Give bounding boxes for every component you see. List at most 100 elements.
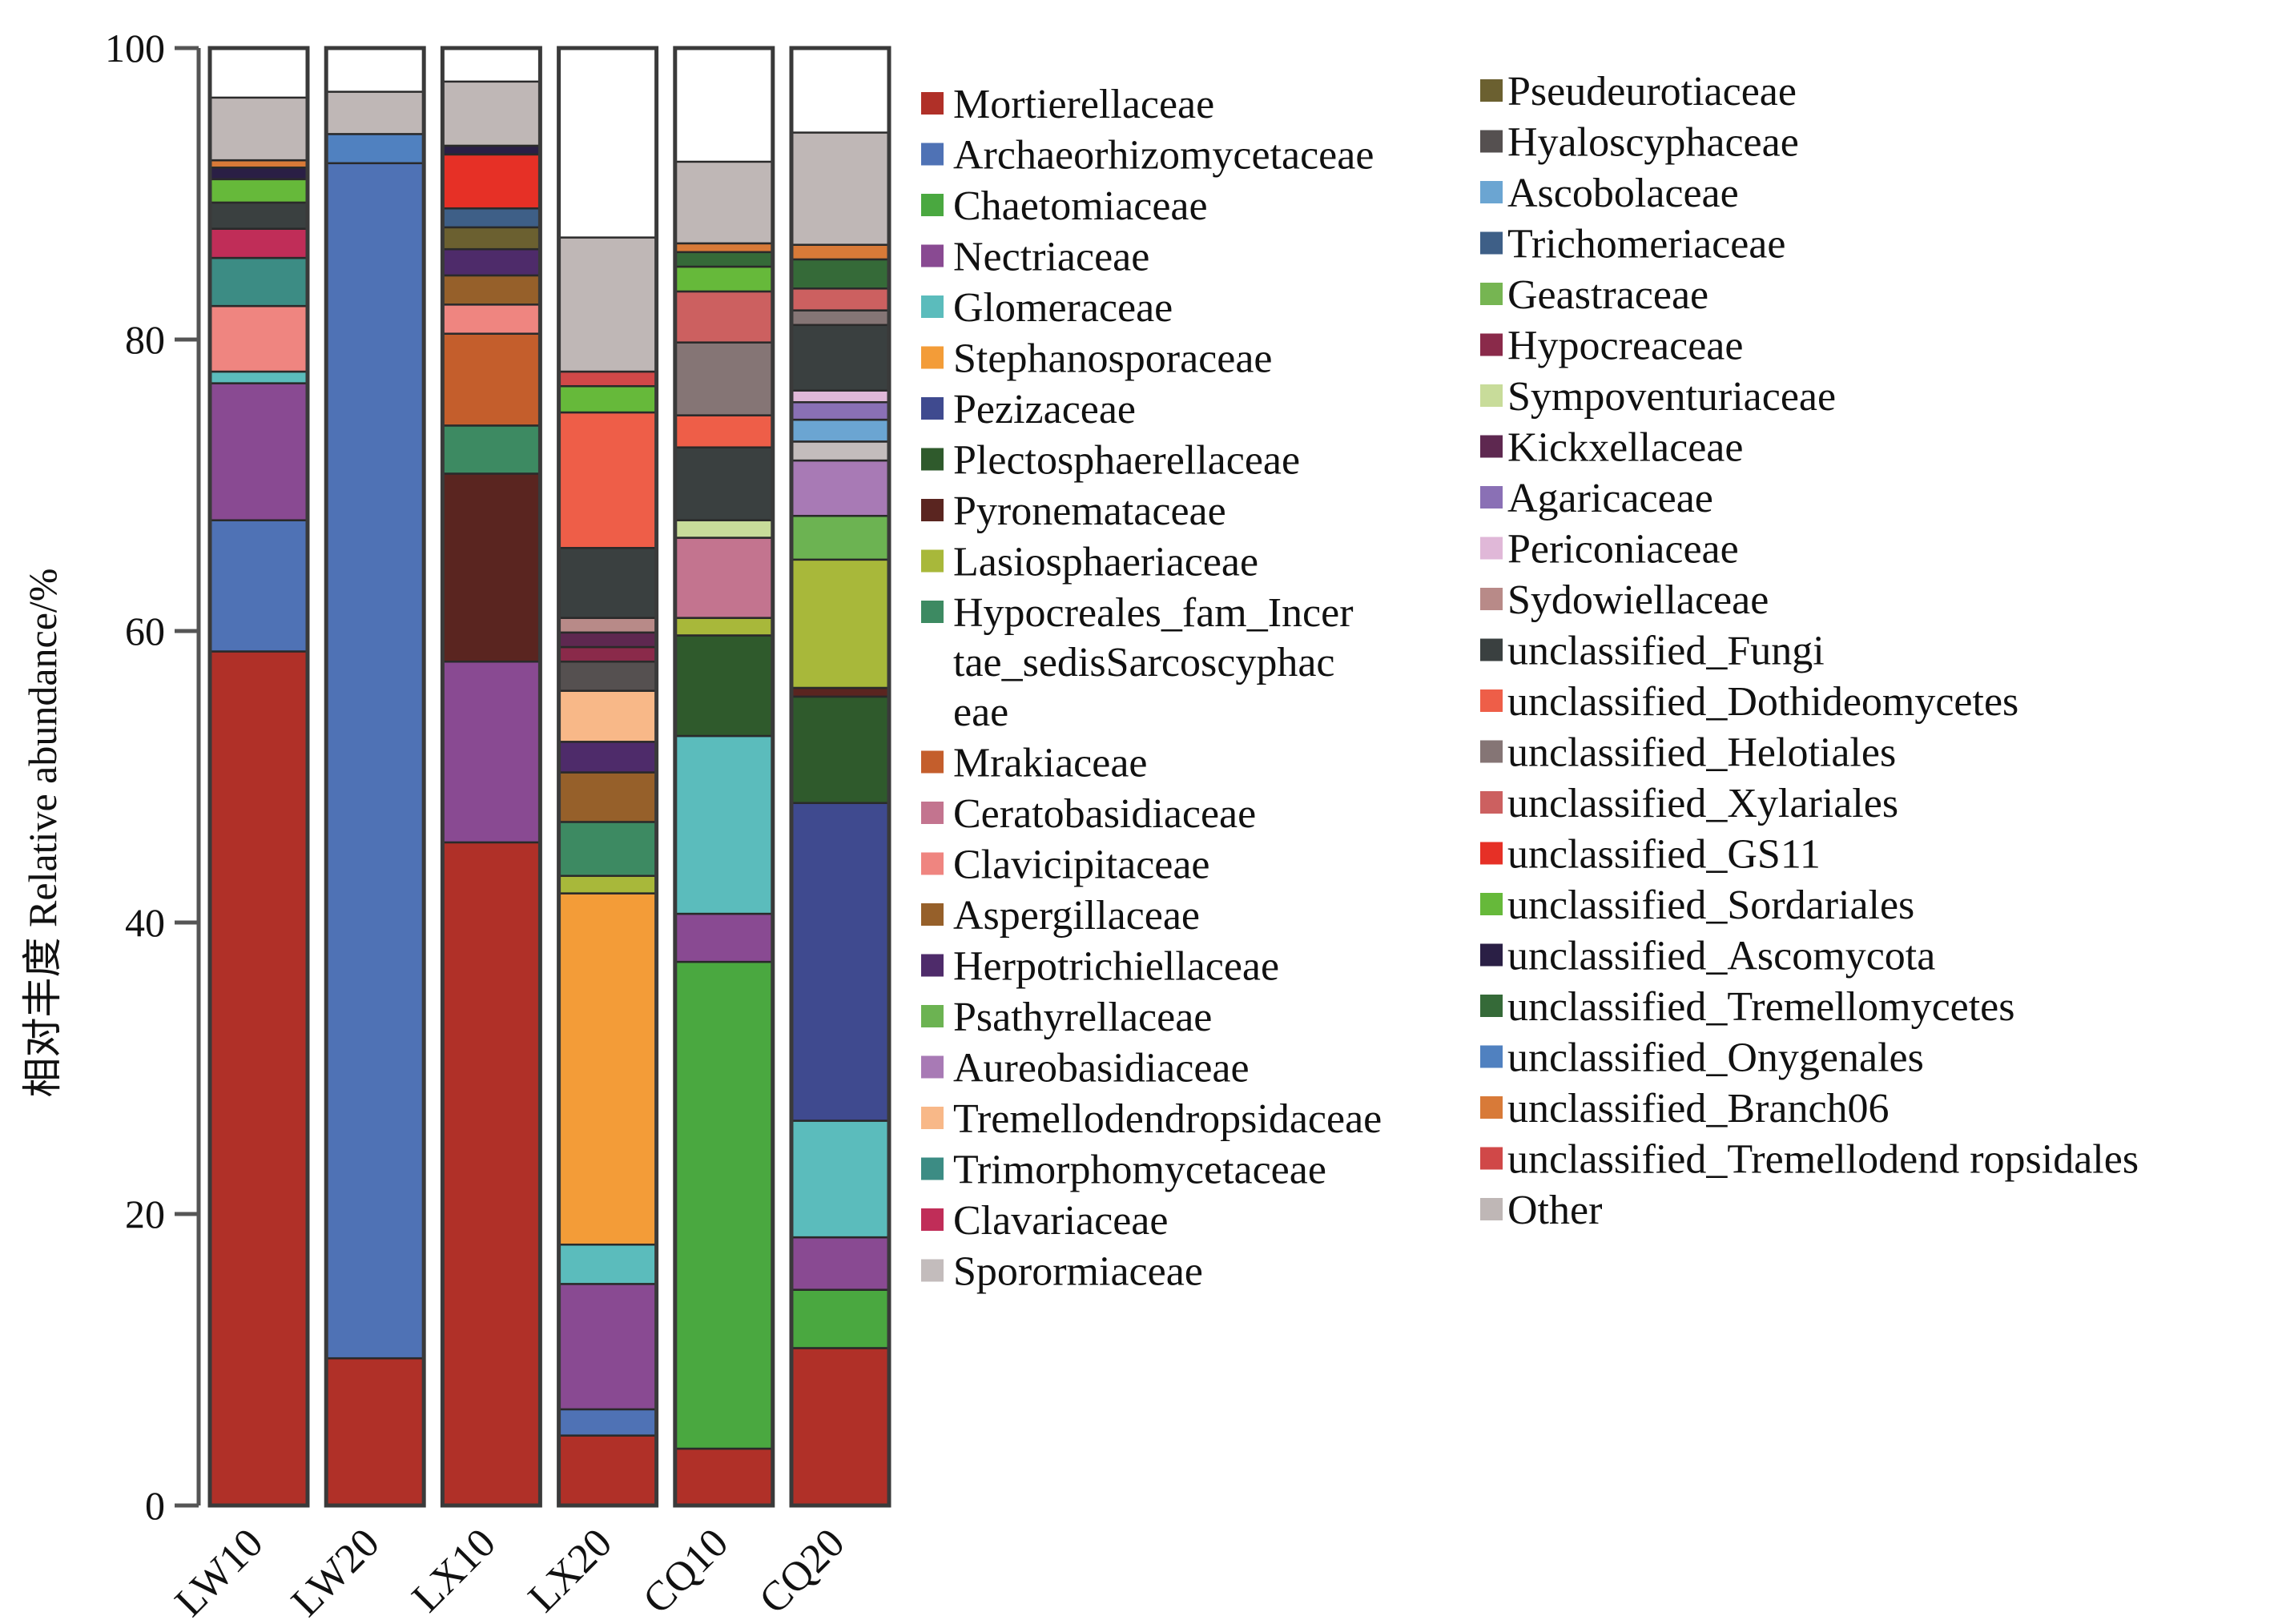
legend-swatch <box>921 92 944 115</box>
legend-item: Mrakiaceae <box>921 741 1147 786</box>
legend-swatch <box>1480 1096 1503 1119</box>
x-tick-label: LX20 <box>520 1520 621 1621</box>
legend-label: Ceratobasidiaceae <box>953 791 1256 837</box>
bar-segment <box>557 645 658 663</box>
legend-label: Ascobolaceae <box>1507 171 1739 216</box>
legend-swatch <box>921 1157 944 1180</box>
legend-swatch <box>921 244 944 267</box>
y-tick-label: 0 <box>145 1483 165 1528</box>
legend-label: Hyaloscyphaceae <box>1507 120 1799 166</box>
bar-segment <box>674 912 775 963</box>
legend-item: Chaetomiaceae <box>921 183 1208 229</box>
bar-segment <box>557 631 658 649</box>
legend-label: unclassified_Ascomycota <box>1507 934 1935 979</box>
legend-label: Aspergillaceae <box>953 893 1200 939</box>
bar-stack-cq10 <box>673 46 775 1508</box>
bar-segment <box>790 695 891 805</box>
legend-swatch <box>921 295 944 318</box>
legend-swatch <box>1480 740 1503 763</box>
bar-segment <box>790 1347 891 1507</box>
legend-label: Kickxellaceae <box>1507 425 1743 471</box>
bar-segment <box>557 1408 658 1437</box>
legend-label: unclassified_Onygenales <box>1507 1035 1924 1081</box>
legend-item: Clavicipitaceae <box>921 842 1209 888</box>
legend-label: Tremellodendropsidaceae <box>953 1096 1382 1142</box>
bar-segment <box>557 1243 658 1285</box>
legend-label: Trichomeriaceae <box>1507 222 1785 267</box>
legend-item: Agaricaceae <box>1480 476 1713 521</box>
bar-outline <box>207 46 310 1508</box>
legend-item: Hypocreaceae <box>1480 324 1743 369</box>
legend-swatch <box>1480 79 1503 102</box>
legend-label: Archaeorhizomycetaceae <box>953 133 1374 179</box>
legend-item: Sporormiaceae <box>921 1249 1203 1295</box>
bar-segment <box>790 1288 891 1349</box>
legend-label: Nectriaceae <box>953 235 1149 280</box>
bar-segment <box>674 290 775 344</box>
bar-stack-lx20 <box>557 46 659 1508</box>
bar-segment <box>557 892 658 1246</box>
legend-label: unclassified_Dothideomycetes <box>1507 679 2018 725</box>
legend-swatch <box>921 601 944 623</box>
legend-label: eae <box>953 689 1008 735</box>
bar-segment <box>557 689 658 743</box>
legend-label: Hypocreales_fam_Incer <box>953 590 1354 636</box>
legend-swatch <box>1480 384 1503 407</box>
legend-item: unclassified_Ascomycota <box>1480 934 1935 979</box>
legend-item: Kickxellaceae <box>1480 425 1743 471</box>
y-tick-label: 40 <box>125 900 165 945</box>
legend-label: Sporormiaceae <box>953 1249 1203 1295</box>
legend-item: Trichomeriaceae <box>1480 222 1785 267</box>
legend-swatch <box>921 1055 944 1079</box>
legend-swatch <box>921 549 944 573</box>
y-axis: 0 20 40 60 80 100 <box>105 26 201 1528</box>
legend-item: unclassified_Tremellomycetes <box>1480 984 2015 1030</box>
bar-segment <box>557 547 658 619</box>
bar-segment <box>557 617 658 634</box>
legend-item: Mortierellaceae <box>921 82 1214 127</box>
legend-swatch <box>921 143 944 166</box>
bar-segment <box>557 660 658 692</box>
x-tick-label: LW20 <box>283 1520 388 1624</box>
legend-label: unclassified_Sordariales <box>1507 882 1914 928</box>
bar-segment <box>790 686 891 698</box>
bar-segment <box>441 247 541 277</box>
legend-item: Ceratobasidiaceae <box>921 791 1256 837</box>
legend-swatch <box>921 397 944 420</box>
legend-item: Geastraceae <box>1480 272 1708 318</box>
legend-label: unclassified_Helotiales <box>1507 730 1896 776</box>
bar-segment <box>324 133 425 165</box>
bar-segment <box>790 287 891 312</box>
legend-label: Plectosphaerellaceae <box>953 438 1300 484</box>
legend-swatch <box>1480 1198 1503 1220</box>
legend-item: Ascobolaceae <box>1480 171 1739 216</box>
bar-segment <box>674 265 775 293</box>
bar-stack-cq20 <box>789 46 891 1508</box>
legend-label: Glomeraceae <box>953 285 1173 331</box>
legend-swatch <box>1480 943 1503 967</box>
legend-item: Pseudeurotiaceae <box>1480 69 1797 115</box>
legend-label: Clavariaceae <box>953 1198 1168 1244</box>
legend-label: unclassified_Fungi <box>1507 629 1825 674</box>
legend-item: Lasiosphaeriaceae <box>921 540 1258 585</box>
y-tick-label: 20 <box>125 1192 165 1236</box>
bar-segment <box>208 227 309 259</box>
legend-label: Aureobasidiaceae <box>953 1046 1250 1091</box>
legend-item: Hyaloscyphaceae <box>1480 120 1799 166</box>
legend-label: unclassified_Tremellodend ropsidales <box>1507 1137 2139 1183</box>
legend-swatch <box>921 954 944 977</box>
legend-item: unclassified_Onygenales <box>1480 1035 1924 1081</box>
bar-segment <box>557 741 658 774</box>
bar-segment <box>790 389 891 404</box>
legend-item: Plectosphaerellaceae <box>921 438 1300 484</box>
bar-segment <box>208 304 309 373</box>
legend-label: Chaetomiaceae <box>953 183 1208 229</box>
bar-segment <box>441 144 541 156</box>
bar-segment <box>557 874 658 894</box>
legend-label: Trimorphomycetaceae <box>953 1148 1326 1193</box>
bar-stack-lw20 <box>324 46 426 1508</box>
legend-swatch <box>921 448 944 471</box>
legend-swatch <box>1480 638 1503 661</box>
bar-segment <box>208 201 309 230</box>
